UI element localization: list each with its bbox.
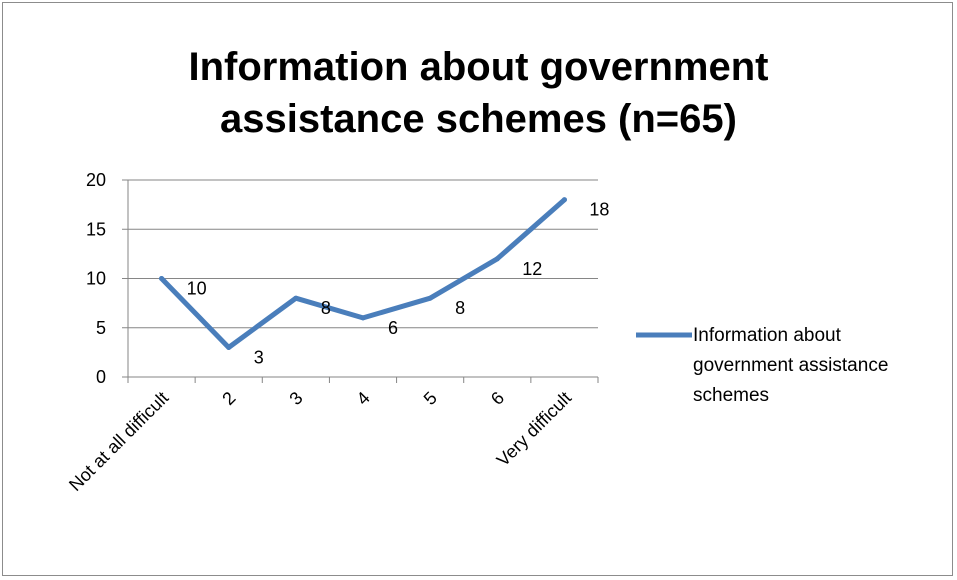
data-label-2: 8 — [321, 298, 331, 318]
data-point-1 — [226, 344, 232, 350]
chart-title-line-1: Information about government — [188, 45, 769, 89]
x-tick-label-4: 5 — [420, 388, 441, 409]
data-point-5 — [494, 256, 500, 262]
data-label-3: 6 — [388, 318, 398, 338]
data-point-0 — [159, 276, 165, 281]
chart-title-line-2: assistance schemes (n=65) — [220, 97, 737, 141]
data-label-1: 3 — [254, 347, 264, 367]
y-tick-label-15: 15 — [86, 219, 106, 239]
data-label-0: 10 — [187, 279, 207, 299]
series-line — [159, 197, 567, 350]
y-tick-label-10: 10 — [86, 269, 106, 289]
x-tick-label-1: 2 — [218, 388, 239, 409]
legend-label-line-1: Information about — [693, 325, 842, 346]
data-point-6 — [561, 197, 567, 203]
x-tick-label-0: Not at all difficult — [65, 388, 172, 495]
y-tick-label-0: 0 — [96, 367, 106, 387]
x-tick-label-3: 4 — [353, 388, 374, 409]
data-point-4 — [427, 295, 433, 301]
legend-label-line-3: schemes — [693, 385, 769, 406]
y-tick-label-20: 20 — [86, 170, 106, 190]
chart-title: Information about government assistance … — [3, 41, 954, 145]
x-tick-label-5: 6 — [487, 388, 508, 409]
data-label-6: 18 — [589, 200, 609, 220]
data-point-2 — [293, 295, 299, 301]
data-label-4: 8 — [455, 298, 465, 318]
legend-label-line-2: government assistance — [693, 355, 888, 376]
y-tick-label-5: 5 — [96, 318, 106, 338]
data-point-3 — [360, 315, 366, 321]
data-label-5: 12 — [522, 259, 542, 279]
x-tick-label-2: 3 — [285, 388, 306, 409]
